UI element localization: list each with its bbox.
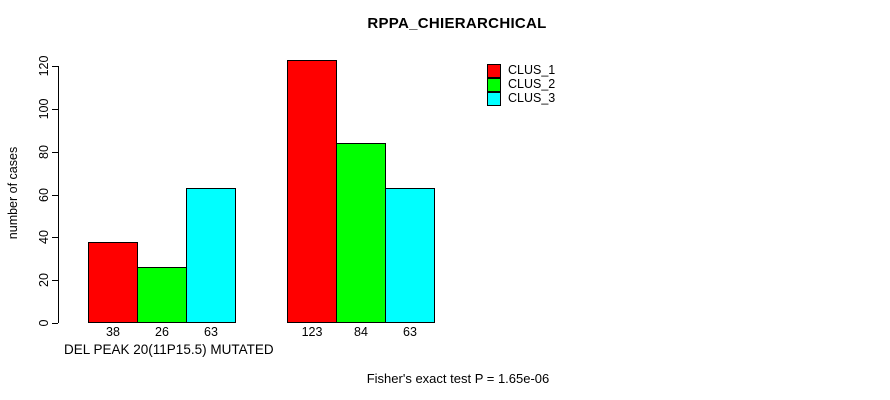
bar-value-label: 123 — [301, 325, 323, 339]
legend-label-clus_3: CLUS_3 — [508, 91, 556, 105]
bar-clus_3-group2 — [385, 188, 435, 323]
y-axis-tick-label: 120 — [37, 55, 51, 77]
bar-value-label: 38 — [106, 325, 120, 339]
bar-value-label: 26 — [155, 325, 169, 339]
y-axis-tick — [52, 151, 58, 153]
fisher-test-note: Fisher's exact test P = 1.65e-06 — [366, 371, 550, 386]
x-axis-label: DEL PEAK 20(11P15.5) MUTATED — [64, 342, 274, 357]
bar-clus_2-group2 — [336, 143, 386, 323]
legend-swatch-clus_3 — [487, 91, 501, 106]
legend-row-clus_3: CLUS_3 — [487, 91, 556, 106]
bar-clus_2-group1 — [137, 267, 187, 323]
y-axis-tick-label: 80 — [37, 144, 51, 159]
chart-title: RPPA_CHIERARCHICAL — [367, 15, 547, 32]
y-axis-tick — [52, 280, 58, 282]
legend-swatch-clus_1 — [487, 63, 501, 78]
y-axis-tick-label: 60 — [37, 187, 51, 202]
legend-swatch-clus_2 — [487, 77, 501, 92]
bar-value-label: 63 — [403, 325, 417, 339]
bar-value-label: 84 — [354, 325, 368, 339]
y-axis-line — [58, 66, 59, 323]
y-axis-tick-label: 20 — [37, 273, 51, 288]
legend-row-clus_1: CLUS_1 — [487, 63, 556, 78]
bar-clus_1-group1 — [88, 241, 138, 323]
legend-label-clus_1: CLUS_1 — [508, 63, 556, 77]
legend-row-clus_2: CLUS_2 — [487, 77, 556, 92]
y-axis-tick — [52, 323, 58, 324]
y-axis-tick-label: 100 — [37, 98, 51, 120]
legend: CLUS_1 CLUS_2 CLUS_3 — [487, 63, 556, 106]
y-axis-tick — [52, 66, 58, 68]
legend-label-clus_2: CLUS_2 — [508, 77, 556, 91]
y-axis-tick — [52, 194, 58, 196]
y-axis-tick — [52, 109, 58, 111]
y-axis-tick-label: 0 — [37, 319, 51, 327]
bar-clus_1-group2 — [287, 60, 337, 323]
y-axis-tick-label: 40 — [37, 230, 51, 245]
y-axis-tick — [52, 237, 58, 239]
bar-clus_3-group1 — [186, 188, 236, 323]
bar-value-label: 63 — [204, 325, 218, 339]
y-axis-label: number of cases — [6, 146, 20, 240]
